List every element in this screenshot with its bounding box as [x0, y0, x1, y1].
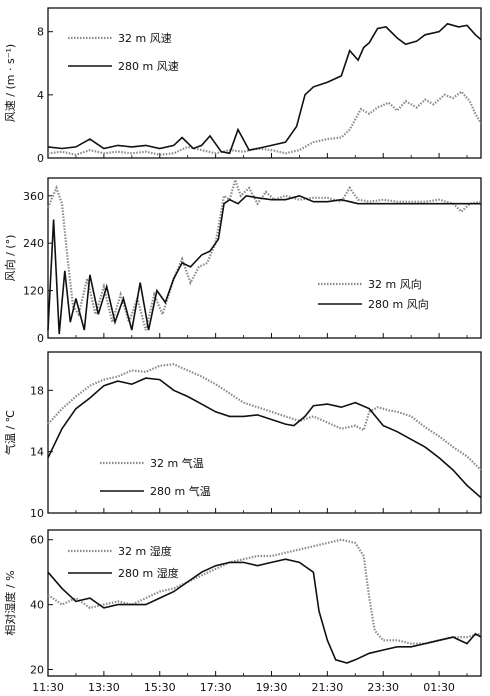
panel-humidity: 20 40 60 相对湿度 / % 32 m 湿度 280 m 湿度 — [3, 529, 482, 677]
plot-frame — [47, 177, 482, 339]
y-axis-label: 风向 / (°) — [3, 235, 17, 282]
panel-wind-direction: 0 120 240 360 风向 / (°) 32 m 风向 280 m 风向 — [3, 176, 482, 345]
legend-label: 280 m 风速 — [118, 60, 179, 73]
x-tick-label: 17:30 — [200, 681, 232, 694]
plot-frame — [47, 7, 482, 159]
panel-temperature: 10 14 18 气温 / ℃ 32 m 气温 280 m 气温 — [3, 351, 482, 520]
plot-frame — [47, 351, 482, 514]
series-line-32m — [47, 90, 482, 156]
y-tick-label: 120 — [23, 285, 44, 298]
y-tick-label: 10 — [30, 507, 44, 520]
x-tick-label: 19:30 — [256, 681, 288, 694]
series-line-280m — [47, 194, 481, 335]
y-tick-label: 360 — [23, 190, 44, 203]
x-axis: 11:30 13:30 15:30 17:30 19:30 21:30 23:30 01:30 — [32, 681, 455, 694]
legend-label: 32 m 气温 — [150, 456, 204, 470]
x-tick-label: 01:30 — [423, 681, 455, 694]
series-line-32m — [47, 363, 482, 471]
legend-label: 280 m 风向 — [368, 297, 429, 311]
y-tick-label: 4 — [37, 89, 44, 102]
x-tick-label: 23:30 — [367, 681, 399, 694]
legend-label: 280 m 湿度 — [118, 566, 179, 580]
y-tick-label: 14 — [30, 446, 44, 459]
x-tick-label: 15:30 — [144, 681, 176, 694]
y-tick-label: 18 — [30, 384, 44, 397]
x-tick-label: 13:30 — [88, 681, 120, 694]
x-tick-label: 21:30 — [312, 681, 344, 694]
y-tick-label: 60 — [30, 534, 44, 547]
series-line-32m — [47, 538, 482, 645]
y-axis-label: 相对湿度 / % — [3, 570, 17, 635]
series-line-280m — [47, 22, 482, 155]
series-line-280m — [47, 558, 482, 664]
series-line-280m — [47, 377, 482, 499]
y-tick-label: 20 — [30, 664, 44, 677]
y-tick-label: 8 — [37, 26, 44, 39]
legend-label: 280 m 气温 — [150, 484, 211, 498]
y-tick-label: 0 — [37, 152, 44, 165]
x-tick-label: 11:30 — [32, 681, 64, 694]
y-axis-label: 风速 / (m · s⁻¹) — [4, 44, 17, 122]
plot-frame — [47, 529, 482, 677]
y-tick-label: 40 — [30, 599, 44, 612]
legend-label: 32 m 风速 — [118, 32, 172, 45]
y-tick-label: 240 — [23, 237, 44, 250]
y-tick-label: 0 — [37, 332, 44, 345]
legend-label: 32 m 风向 — [368, 277, 422, 291]
panel-wind-speed: 0 4 8 风速 / (m · s⁻¹) 32 m 风速 280 m 风速 — [4, 7, 482, 165]
y-axis-label: 气温 / ℃ — [3, 410, 17, 455]
legend-label: 32 m 湿度 — [118, 544, 172, 558]
series-line-32m — [46, 176, 482, 331]
